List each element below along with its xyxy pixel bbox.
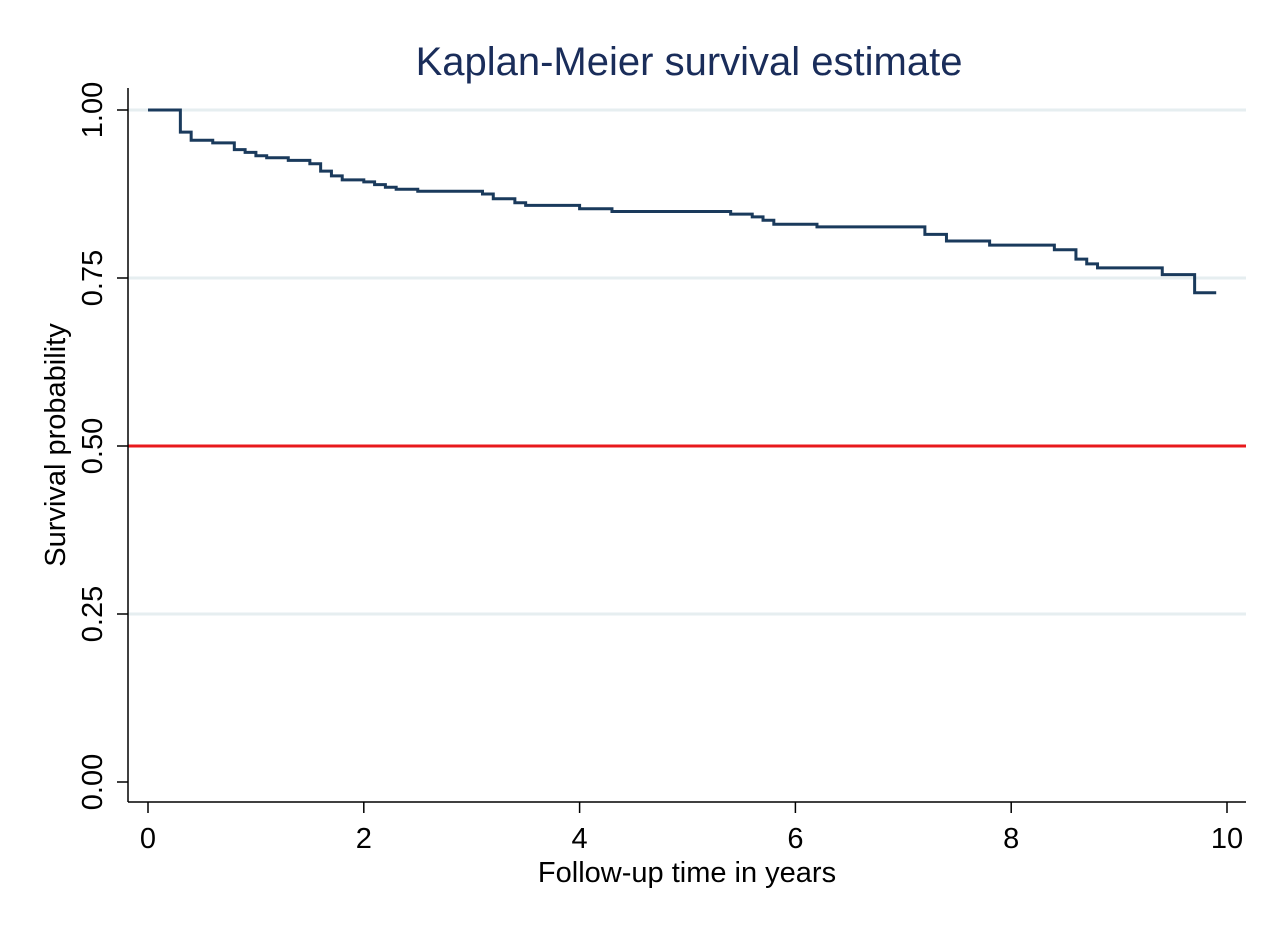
x-axis-label: Follow-up time in years <box>538 857 836 889</box>
survival-curve-0 <box>148 108 1217 295</box>
y-axis-label: Survival probability <box>40 323 72 567</box>
x-tick-label-1: 2 <box>356 823 372 855</box>
y-tick-label-3: 0.75 <box>77 250 109 306</box>
y-tick-label-1: 0.25 <box>77 586 109 642</box>
x-tick-label-4: 8 <box>1003 823 1019 855</box>
x-tick-label-5: 10 <box>1211 823 1243 855</box>
y-tick-label-0: 0.00 <box>77 754 109 810</box>
y-tick-label-2: 0.50 <box>77 418 109 474</box>
x-tick-label-2: 4 <box>572 823 588 855</box>
x-tick-label-0: 0 <box>140 823 156 855</box>
series-layer <box>148 108 1217 295</box>
axes-layer: 0 2 4 6 8 10 0.00 0.25 0.50 0.75 1.00 <box>77 82 1246 855</box>
y-tick-label-4: 1.00 <box>77 82 109 138</box>
x-tick-label-3: 6 <box>787 823 803 855</box>
chart-title: Kaplan-Meier survival estimate <box>416 40 963 84</box>
